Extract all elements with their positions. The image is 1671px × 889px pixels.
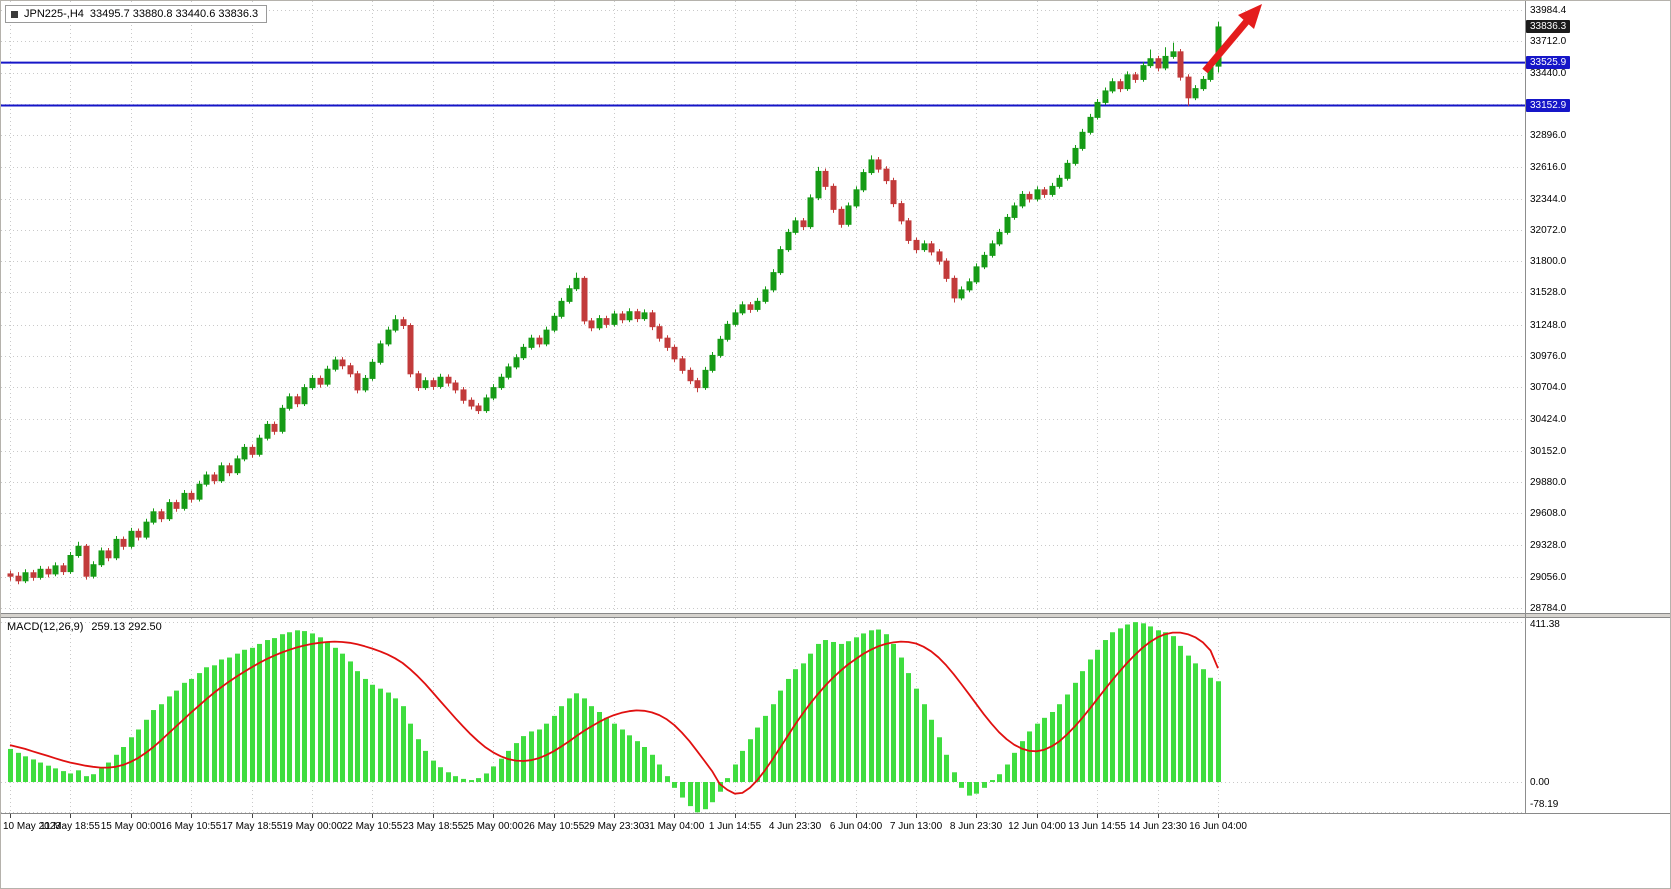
price-axis-label: 28784.0 [1530,602,1567,614]
time-tick [795,814,796,818]
time-tick [976,814,977,818]
macd-axis-label: -78.19 [1530,799,1559,810]
time-tick [614,814,615,818]
time-tick [131,814,132,818]
time-tick [1037,814,1038,818]
price-axis-label: 30424.0 [1530,413,1567,425]
time-axis-label: 6 Jun 04:00 [829,821,883,832]
candlesticks [7,21,1222,585]
time-axis-label: 31 May 04:00 [643,821,705,832]
price-axis-label: 29608.0 [1530,507,1567,519]
price-axis-label: 29880.0 [1530,476,1567,488]
macd-axis-label: 411.38 [1530,619,1560,630]
price-axis-label: 30976.0 [1530,350,1567,362]
price-axis-label: 32896.0 [1530,129,1567,141]
price-axis-label: 29056.0 [1530,571,1567,583]
price-chart-canvas[interactable] [1,1,1525,613]
time-axis-label: 26 May 10:55 [523,821,585,832]
indicator-label: MACD(12,26,9) 259.13 292.50 [7,621,162,633]
time-axis-label: 25 May 00:00 [462,821,524,832]
time-tick [10,814,11,818]
time-axis-label: 29 May 23:30 [583,821,645,832]
price-axis-label: 32072.0 [1530,224,1567,236]
time-axis-label: 22 May 10:55 [341,821,403,832]
time-axis-label: 7 Jun 13:00 [889,821,943,832]
time-tick [916,814,917,818]
time-axis-label: 19 May 00:00 [281,821,343,832]
macd-chart-canvas[interactable] [1,618,1525,813]
price-axis-label: 32344.0 [1530,193,1567,205]
price-axis-label: 33712.0 [1530,35,1567,47]
time-axis-label: 17 May 18:55 [221,821,283,832]
ohlc-values: 33495.7 33880.8 33440.6 33836.3 [89,8,259,20]
time-axis-label: 8 Jun 23:30 [949,821,1003,832]
price-grid [1,1,1525,613]
time-tick [252,814,253,818]
price-axis-label: 31248.0 [1530,319,1567,331]
price-axis-label: 32616.0 [1530,161,1567,173]
current-price-tag: 33836.3 [1526,19,1571,33]
hline-price-tag: 33525.9 [1526,55,1571,69]
time-tick [1097,814,1098,818]
chart-title-box: JPN225-,H4 33495.7 33880.8 33440.6 33836… [5,5,268,23]
price-axis-label: 30152.0 [1530,445,1567,457]
price-axis[interactable]: 33984.433712.033440.033168.032896.032616… [1525,1,1670,614]
panel-separator[interactable] [1,613,1670,618]
time-axis-label: 23 May 18:55 [402,821,464,832]
chart-icon [11,10,18,18]
hline-price-tag: 33152.9 [1526,98,1571,112]
time-tick [554,814,555,818]
time-axis-label: 1 Jun 14:55 [708,821,762,832]
indicator-values: 259.13 292.50 [91,621,162,633]
time-tick [735,814,736,818]
time-tick [70,814,71,818]
time-tick [1158,814,1159,818]
time-tick [1218,814,1219,818]
price-axis-label: 31800.0 [1530,255,1567,267]
price-axis-label: 33440.0 [1530,67,1567,79]
time-tick [493,814,494,818]
indicator-name: MACD(12,26,9) [7,621,84,633]
time-axis-label: 12 Jun 04:00 [1008,821,1066,832]
time-tick [433,814,434,818]
time-tick [372,814,373,818]
time-axis-label: 13 Jun 14:55 [1068,821,1126,832]
time-tick [191,814,192,818]
time-tick [674,814,675,818]
time-axis-label: 16 Jun 04:00 [1189,821,1247,832]
time-tick [312,814,313,818]
time-axis-label: 16 May 10:55 [160,821,222,832]
price-axis-label: 29328.0 [1530,539,1567,551]
macd-histogram [8,622,1221,813]
macd-signal-line [9,631,1219,795]
price-axis-label: 31528.0 [1530,286,1567,298]
axis-border [1525,1,1526,841]
time-axis-label: 11 May 18:55 [40,821,100,832]
macd-axis-label: 0.00 [1530,776,1550,788]
time-axis-label: 10 May 2023 [3,821,61,832]
symbol-period-label: JPN225-,H4 [24,8,84,20]
time-tick [856,814,857,818]
price-axis-label: 30704.0 [1530,381,1567,393]
time-axis[interactable]: 10 May 2023 11 May 18:55 15 May 00:00 16 Ma… [1,813,1670,842]
time-axis-label: 4 Jun 23:30 [768,821,822,832]
time-axis-label: 15 May 00:00 [100,821,162,832]
time-axis-label: 14 Jun 23:30 [1129,821,1187,832]
price-axis-label: 33984.4 [1530,4,1567,16]
trend-arrow[interactable] [1202,4,1262,74]
macd-axis[interactable]: 411.38 0.00 -78.19 [1525,618,1670,813]
